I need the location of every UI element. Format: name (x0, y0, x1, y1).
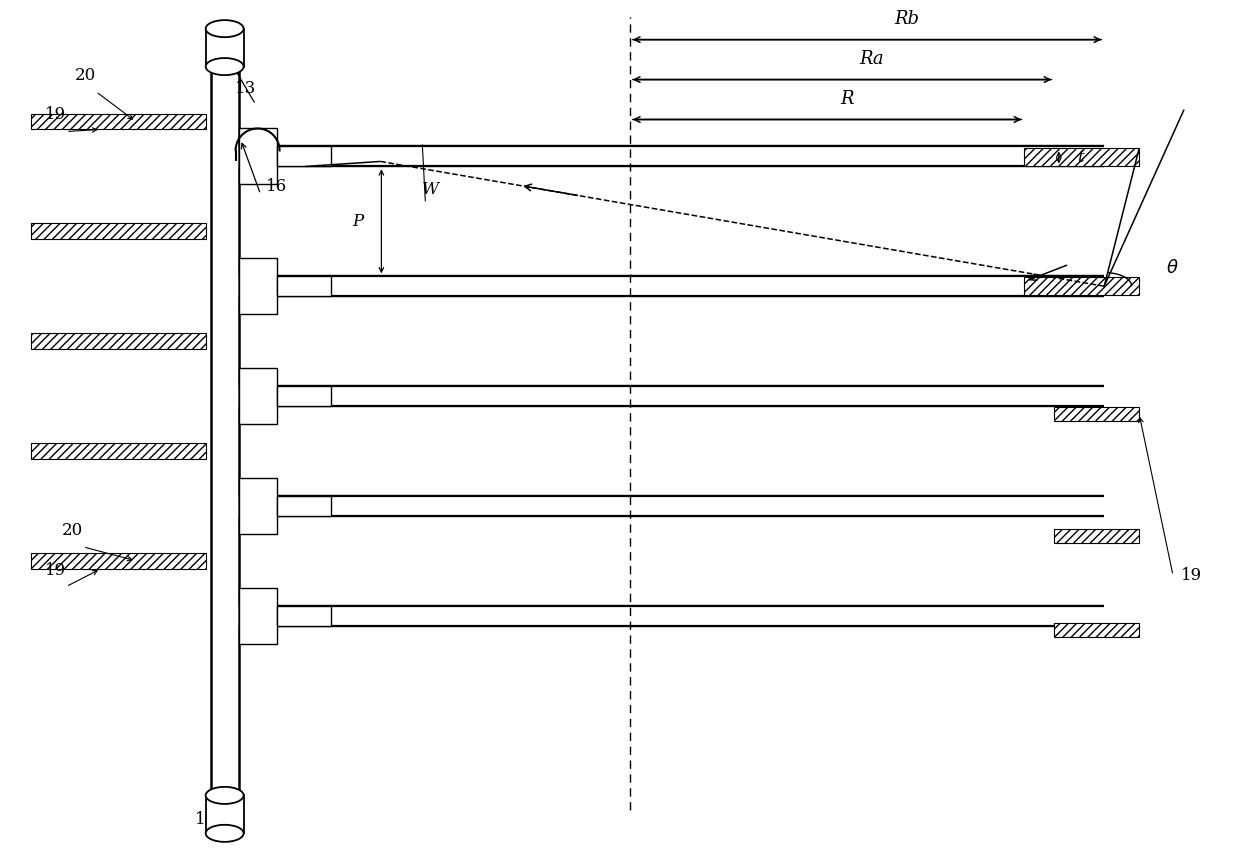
Text: 19: 19 (46, 106, 67, 123)
Text: P: P (352, 213, 363, 230)
Bar (277, 146, 331, 167)
Text: $\theta$: $\theta$ (1166, 260, 1179, 277)
Text: W: W (422, 181, 439, 198)
Ellipse shape (206, 58, 243, 75)
Bar (238, 258, 277, 314)
Bar (1054, 623, 1140, 637)
Text: 16: 16 (265, 178, 286, 195)
Bar (1024, 148, 1140, 167)
Text: 19: 19 (46, 562, 67, 579)
Ellipse shape (206, 787, 243, 804)
Bar (31, 113, 206, 129)
Text: 20: 20 (62, 522, 83, 539)
Bar (31, 443, 206, 459)
Text: t: t (1076, 149, 1084, 166)
Bar (206, 796, 243, 833)
Bar (277, 386, 331, 406)
Text: 19: 19 (1180, 568, 1203, 585)
Bar (277, 606, 331, 625)
Bar (31, 553, 206, 568)
Bar (206, 29, 243, 66)
Bar (238, 368, 277, 424)
Text: R: R (841, 89, 854, 107)
Text: Ra: Ra (859, 49, 884, 67)
Ellipse shape (206, 20, 243, 37)
Bar (1024, 277, 1140, 295)
Bar (238, 129, 277, 185)
Bar (277, 496, 331, 516)
Bar (238, 478, 277, 534)
Bar (238, 588, 277, 643)
Bar (31, 223, 206, 239)
Bar (1054, 528, 1140, 543)
Bar (1054, 407, 1140, 421)
Bar (31, 333, 206, 349)
Ellipse shape (206, 825, 243, 842)
Text: 20: 20 (76, 66, 97, 83)
Text: 15: 15 (195, 811, 216, 828)
Text: 13: 13 (236, 79, 257, 96)
Text: Rb: Rb (894, 9, 920, 27)
Bar (277, 277, 331, 296)
